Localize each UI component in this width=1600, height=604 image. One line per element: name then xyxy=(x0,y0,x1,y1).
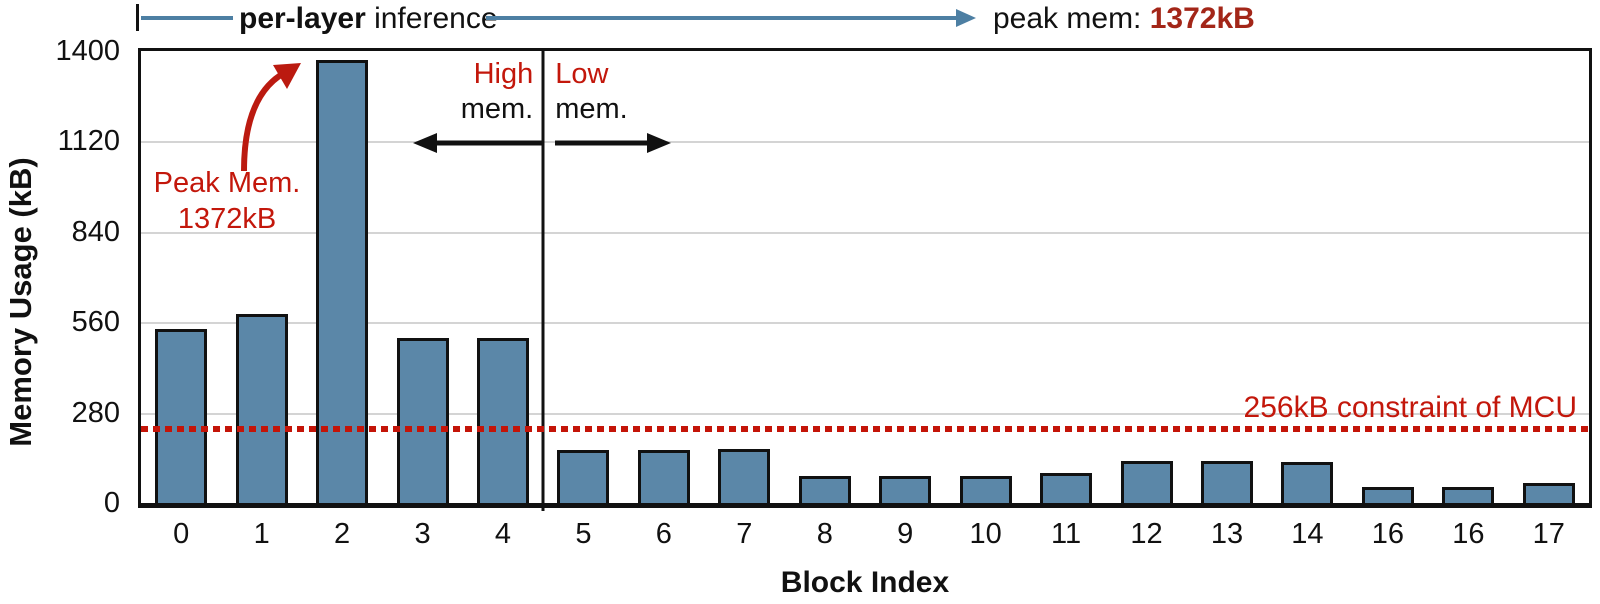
y-tick-label: 1400 xyxy=(55,35,120,67)
x-tick-label: 12 xyxy=(1130,518,1163,550)
x-tick-label: 6 xyxy=(655,518,672,550)
x-tick-label: 4 xyxy=(494,518,512,550)
x-tick-label: 5 xyxy=(575,518,592,550)
bar-block-9 xyxy=(879,476,932,503)
low-mem-label-line1: Low xyxy=(555,58,609,90)
bar-block-17 xyxy=(1522,482,1575,503)
x-tick-label: 9 xyxy=(897,518,914,550)
x-axis-title: Block Index xyxy=(780,566,950,599)
bar-block-6 xyxy=(637,449,690,503)
y-tick-label: 280 xyxy=(71,396,120,429)
bar-block-14 xyxy=(1281,461,1334,503)
bar-block-0 xyxy=(155,328,208,503)
low-mem-label-line2: mem. xyxy=(555,93,628,125)
low-mem-label: Low mem. xyxy=(555,57,705,127)
right-arrow-icon xyxy=(486,9,976,27)
x-tick-labels: 0 1 2 3 4 5 6 7 8 9 10 11 12 13 14 16 16 17 xyxy=(141,517,1589,553)
x-tick-label: 17 xyxy=(1532,518,1565,550)
high-mem-label-line2: mem. xyxy=(460,93,534,125)
peak-annotation-line2: 1372kB xyxy=(177,203,277,235)
x-tick-label: 14 xyxy=(1291,518,1324,550)
peak-mem-header: peak mem: 1372kB xyxy=(993,2,1255,36)
bar-block-7 xyxy=(718,448,771,503)
bar-block-8 xyxy=(798,476,851,503)
plot-area: 256kB constraint of MCU Peak Mem. 1372kB… xyxy=(138,48,1592,511)
y-tick-label: 0 xyxy=(103,487,120,519)
memory-divider-line xyxy=(541,51,545,511)
high-mem-label-line1: High xyxy=(473,58,534,90)
high-mem-label: High mem. xyxy=(383,57,534,127)
y-tick-label: 1120 xyxy=(57,125,120,158)
bar-block-4 xyxy=(477,337,529,503)
x-tick-label: 7 xyxy=(736,518,753,550)
x-tick-label: 16 xyxy=(1452,518,1485,550)
peak-annotation: Peak Mem. 1372kB xyxy=(141,165,313,237)
x-tick-label: 0 xyxy=(173,518,190,550)
constraint-dotted-line xyxy=(141,425,1589,432)
y-tick-labels: 0 280 560 840 1120 1400 xyxy=(0,36,126,518)
bar-block-16 xyxy=(1442,486,1495,503)
bracket-label-rest: inference xyxy=(365,2,498,35)
bar-block-10 xyxy=(959,475,1012,503)
peak-annotation-line1: Peak Mem. xyxy=(153,167,301,199)
bar-block-12 xyxy=(1120,461,1173,503)
gridline xyxy=(141,231,1589,234)
constraint-label: 256kB constraint of MCU xyxy=(1243,391,1577,424)
bar-block-2 xyxy=(316,60,369,503)
x-tick-label: 10 xyxy=(969,518,1002,550)
bar-block-1 xyxy=(235,314,288,503)
x-tick-label: 8 xyxy=(816,518,833,550)
bracket-line-left xyxy=(141,16,233,20)
gridline xyxy=(141,322,1589,325)
bar-block-13 xyxy=(1201,460,1253,503)
y-tick-label: 560 xyxy=(71,306,120,339)
bracket-label-bold: per-layer xyxy=(239,2,366,35)
y-tick-label: 840 xyxy=(71,215,120,248)
x-tick-label: 11 xyxy=(1051,518,1082,550)
bracket-label: per-layer inference xyxy=(239,2,498,36)
x-tick-label: 16 xyxy=(1371,518,1405,550)
bracket-start-tick xyxy=(136,4,139,31)
bar-block-16 xyxy=(1361,486,1414,503)
gridline xyxy=(141,141,1589,144)
peak-arrow-icon xyxy=(241,63,301,172)
x-tick-label: 13 xyxy=(1210,518,1244,550)
peak-mem-header-value: 1372kB xyxy=(1149,2,1255,35)
x-tick-label: 1 xyxy=(253,518,270,550)
bar-block-5 xyxy=(557,449,610,503)
peak-mem-header-label: peak mem: xyxy=(993,2,1150,35)
bar-block-11 xyxy=(1040,473,1093,503)
x-tick-label: 2 xyxy=(334,518,351,550)
gridline xyxy=(141,412,1589,415)
bar-block-3 xyxy=(396,337,449,503)
x-tick-label: 3 xyxy=(414,518,431,550)
